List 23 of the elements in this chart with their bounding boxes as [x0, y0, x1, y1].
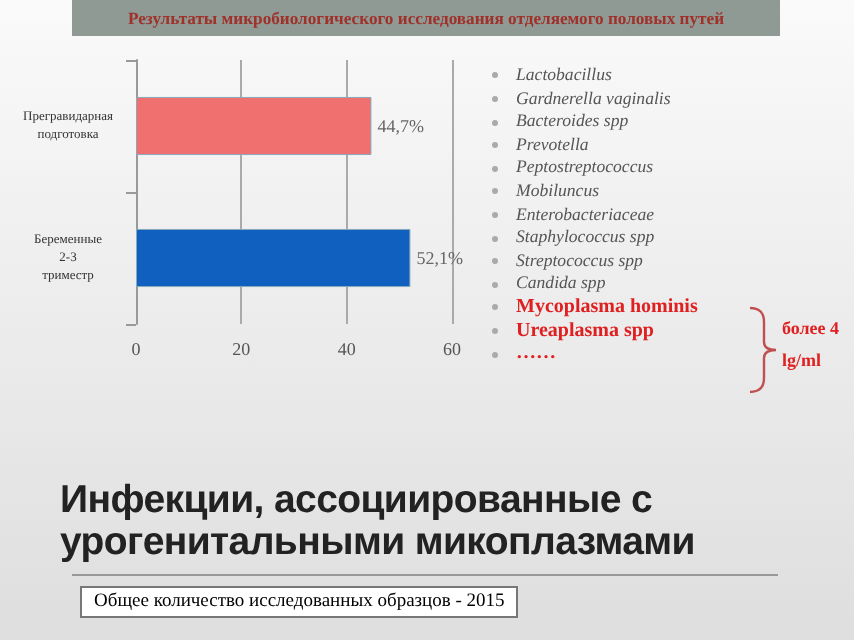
- x-tick-label: 20: [232, 339, 252, 359]
- chart-subtitle: Результаты микробиологического исследования отделяемого половых путей: [72, 0, 780, 36]
- text: Инфекции, ассоциированные с урогенитальными микоплазмами: [60, 478, 697, 564]
- text: Peptostreptococcus: [516, 156, 654, 177]
- text: Staphylococcus spp: [516, 226, 655, 247]
- x-tick-label: 0: [131, 339, 142, 359]
- text: Candida spp: [516, 272, 606, 293]
- text: ……: [516, 342, 556, 365]
- text: Bacteroides spp: [516, 110, 629, 131]
- text: Lactobacillus: [516, 64, 612, 84]
- text: Enterobacteriaceae: [516, 203, 655, 224]
- text: Mobiluncus: [516, 179, 600, 200]
- text: более 4 lg/ml: [782, 316, 842, 374]
- x-tick-label: 40: [337, 339, 357, 359]
- text: Gardnerella vaginalis: [516, 87, 671, 108]
- text: Streptococcus spp: [516, 249, 643, 270]
- text: Prevotella: [516, 133, 589, 154]
- text: Общее количество исследованных образцов - 2015: [80, 586, 519, 618]
- data-label: 52,1%: [416, 248, 464, 268]
- text: Mycoplasma hominis: [516, 295, 698, 318]
- text: Ureaplasma spp: [516, 319, 654, 342]
- data-label: 44,7%: [377, 116, 425, 136]
- x-tick-label: 60: [443, 339, 462, 359]
